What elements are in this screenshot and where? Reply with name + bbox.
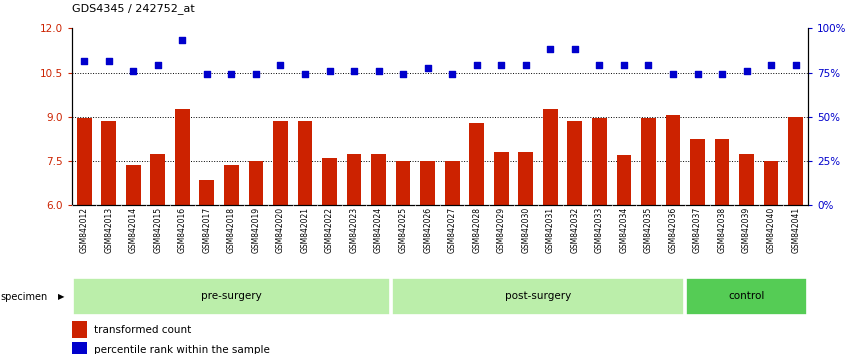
- Point: [273, 62, 287, 68]
- Text: GDS4345 / 242752_at: GDS4345 / 242752_at: [72, 3, 195, 14]
- Bar: [126, 166, 140, 205]
- Text: transformed count: transformed count: [94, 325, 191, 335]
- Point: [666, 71, 679, 77]
- Point: [396, 71, 409, 77]
- Point: [494, 62, 508, 68]
- Point: [445, 71, 459, 77]
- Point: [568, 46, 581, 52]
- Text: specimen: specimen: [1, 292, 48, 302]
- Point: [420, 65, 435, 71]
- FancyBboxPatch shape: [392, 278, 684, 315]
- Bar: [200, 180, 214, 205]
- Point: [151, 62, 164, 68]
- Bar: [420, 161, 435, 205]
- Bar: [445, 161, 459, 205]
- Bar: [322, 158, 337, 205]
- Bar: [568, 121, 582, 205]
- Bar: [788, 117, 803, 205]
- Point: [322, 68, 336, 74]
- FancyBboxPatch shape: [73, 278, 390, 315]
- Text: ▶: ▶: [58, 292, 64, 301]
- Bar: [371, 154, 386, 205]
- Point: [224, 71, 239, 77]
- Text: post-surgery: post-surgery: [505, 291, 571, 302]
- Text: control: control: [728, 291, 765, 302]
- Bar: [102, 121, 116, 205]
- Bar: [72, 342, 86, 354]
- Bar: [151, 154, 165, 205]
- Bar: [175, 109, 190, 205]
- Point: [715, 71, 728, 77]
- Bar: [77, 118, 91, 205]
- Bar: [347, 154, 361, 205]
- Point: [347, 68, 360, 74]
- Point: [690, 71, 704, 77]
- Bar: [641, 118, 656, 205]
- Point: [249, 71, 262, 77]
- Bar: [72, 321, 86, 338]
- Point: [371, 68, 385, 74]
- Point: [77, 58, 91, 64]
- Text: pre-surgery: pre-surgery: [201, 291, 261, 302]
- Bar: [592, 118, 607, 205]
- Bar: [298, 121, 312, 205]
- Point: [739, 68, 753, 74]
- Bar: [273, 121, 288, 205]
- Point: [543, 46, 557, 52]
- Bar: [519, 152, 533, 205]
- Point: [641, 62, 655, 68]
- Point: [617, 62, 630, 68]
- Bar: [739, 154, 754, 205]
- Bar: [543, 109, 558, 205]
- Point: [764, 62, 777, 68]
- Bar: [666, 115, 680, 205]
- Bar: [494, 152, 508, 205]
- Bar: [224, 166, 239, 205]
- Bar: [470, 123, 484, 205]
- Bar: [249, 161, 263, 205]
- FancyBboxPatch shape: [686, 278, 807, 315]
- Point: [175, 37, 189, 43]
- Text: percentile rank within the sample: percentile rank within the sample: [94, 346, 270, 354]
- Point: [200, 71, 213, 77]
- Bar: [617, 155, 631, 205]
- Bar: [764, 161, 778, 205]
- Point: [788, 62, 802, 68]
- Point: [298, 71, 311, 77]
- Point: [102, 58, 115, 64]
- Point: [126, 68, 140, 74]
- Point: [519, 62, 532, 68]
- Bar: [690, 139, 705, 205]
- Point: [592, 62, 606, 68]
- Point: [470, 62, 483, 68]
- Bar: [715, 139, 729, 205]
- Bar: [396, 161, 410, 205]
